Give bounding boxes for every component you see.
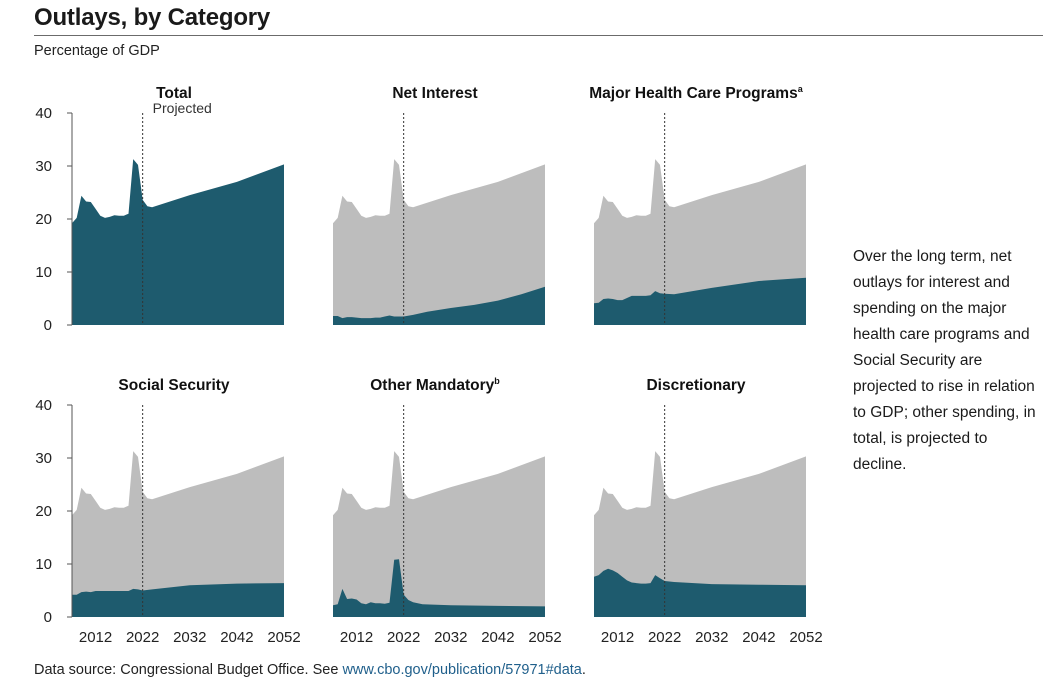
panel-title-text: Total bbox=[156, 85, 192, 102]
panel-title-text: Discretionary bbox=[646, 377, 745, 394]
panel-title-text: Net Interest bbox=[392, 85, 477, 102]
total-background-area bbox=[333, 451, 545, 617]
panel-title: Net Interest bbox=[392, 85, 477, 102]
category-area bbox=[72, 583, 284, 617]
panel-title: Other Mandatoryb bbox=[370, 376, 500, 394]
panel-title-text: Social Security bbox=[118, 377, 230, 394]
y-tick-label: 10 bbox=[35, 556, 52, 573]
total-background-area bbox=[333, 159, 545, 325]
page-title: Outlays, by Category bbox=[34, 4, 271, 31]
x-tick-label: 2012 bbox=[79, 629, 112, 646]
x-tick-label: 2052 bbox=[789, 629, 822, 646]
category-area bbox=[333, 286, 545, 325]
y-tick-label: 10 bbox=[35, 264, 52, 281]
panel-title-text: Other Mandatory bbox=[370, 377, 494, 394]
panel-title-footnote: b bbox=[494, 376, 500, 386]
x-tick-label: 2022 bbox=[648, 629, 681, 646]
panel-title: Discretionary bbox=[646, 377, 745, 394]
x-tick-label: 2032 bbox=[695, 629, 728, 646]
panel-title-footnote: a bbox=[798, 84, 804, 94]
x-tick-label: 2032 bbox=[173, 629, 206, 646]
projected-label: Projected bbox=[153, 100, 212, 116]
panel-net-interest: Net Interest bbox=[333, 85, 545, 325]
x-tick-label: 2032 bbox=[434, 629, 467, 646]
x-tick-label: 2042 bbox=[481, 629, 514, 646]
y-tick-label: 40 bbox=[35, 105, 52, 122]
panel-discretionary: Discretionary 2012 2022 2032 2042 2052 bbox=[594, 377, 823, 646]
y-tick-label: 0 bbox=[44, 609, 52, 626]
x-tick-label: 2042 bbox=[220, 629, 253, 646]
data-source-footer: Data source: Congressional Budget Office… bbox=[34, 662, 586, 678]
footer-prefix: Data source: Congressional Budget Office… bbox=[34, 662, 343, 678]
panel-social-security: Social Security 0 10 20 30 40 2012 2022 2032 2042… bbox=[35, 377, 300, 646]
y-tick-label: 20 bbox=[35, 211, 52, 228]
category-area bbox=[594, 568, 806, 617]
x-tick-label: 2052 bbox=[528, 629, 561, 646]
category-area bbox=[333, 559, 545, 617]
x-tick-label: 2052 bbox=[267, 629, 300, 646]
panel-title: Major Health Care Programsa bbox=[589, 84, 803, 102]
x-tick-label: 2012 bbox=[340, 629, 373, 646]
total-background-area bbox=[72, 451, 284, 617]
y-tick-label: 20 bbox=[35, 503, 52, 520]
panel-title: Total bbox=[156, 85, 192, 102]
panel-title-text: Major Health Care Programs bbox=[589, 85, 797, 102]
y-tick-label: 30 bbox=[35, 450, 52, 467]
x-tick-label: 2022 bbox=[387, 629, 420, 646]
y-tick-label: 40 bbox=[35, 397, 52, 414]
category-area bbox=[72, 159, 284, 325]
x-tick-label: 2012 bbox=[601, 629, 634, 646]
panel-other-mandatory: Other Mandatoryb 2012 2022 2032 2042 2052 bbox=[333, 376, 562, 646]
page-subtitle: Percentage of GDP bbox=[34, 43, 160, 59]
panel-title: Social Security bbox=[118, 377, 230, 394]
footer-suffix: . bbox=[581, 662, 586, 678]
y-tick-label: 30 bbox=[35, 158, 52, 175]
side-note: Over the long term, net outlays for inte… bbox=[853, 248, 1036, 473]
title-divider bbox=[34, 35, 1043, 36]
category-area bbox=[594, 277, 806, 325]
data-source-link[interactable]: www.cbo.gov/publication/57971#data bbox=[342, 662, 582, 678]
total-background-area bbox=[594, 451, 806, 617]
panel-major-health-care-programs: Major Health Care Programsa bbox=[589, 84, 806, 325]
x-tick-label: 2042 bbox=[742, 629, 775, 646]
x-tick-label: 2022 bbox=[126, 629, 159, 646]
y-tick-label: 0 bbox=[44, 317, 52, 334]
